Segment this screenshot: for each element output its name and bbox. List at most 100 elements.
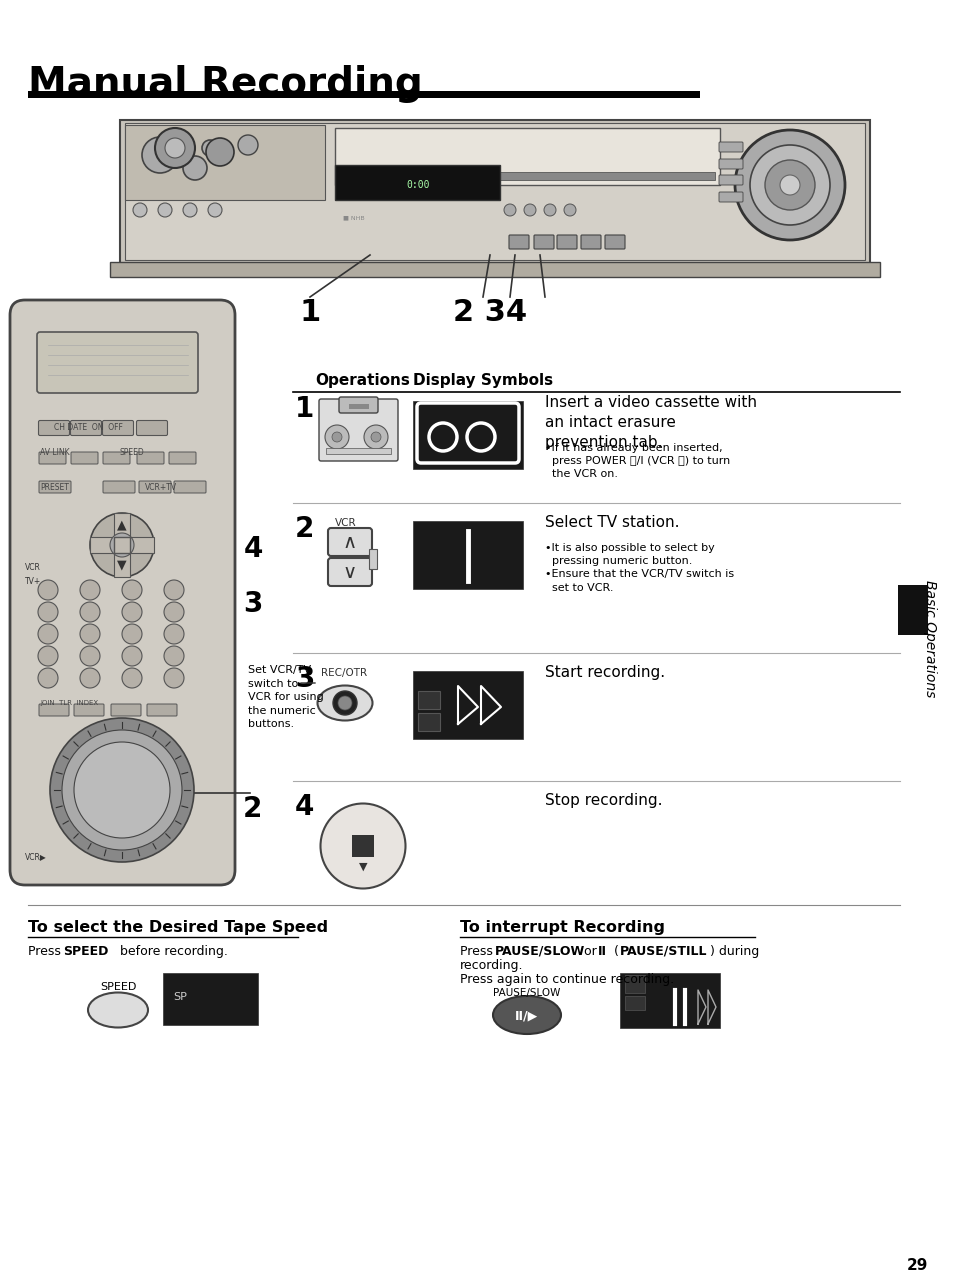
Circle shape [122,602,142,622]
Text: PAUSE/SLOW: PAUSE/SLOW [493,987,560,998]
Circle shape [38,579,58,600]
Circle shape [38,668,58,688]
Bar [335,165,499,200]
Circle shape [208,203,222,217]
Circle shape [523,203,536,216]
Circle shape [749,145,829,225]
Text: 0:00: 0:00 [406,180,429,191]
Circle shape [734,130,844,240]
Circle shape [38,624,58,645]
Circle shape [164,624,184,645]
Text: Start recording.: Start recording. [544,665,664,680]
FancyBboxPatch shape [719,142,742,152]
Bar [619,973,720,1028]
FancyBboxPatch shape [318,399,397,460]
Text: 2: 2 [242,796,261,822]
Text: REC/OTR: REC/OTR [320,668,367,678]
Text: To select the Desired Tape Speed: To select the Desired Tape Speed [28,920,328,935]
FancyBboxPatch shape [417,712,439,732]
Ellipse shape [320,803,405,889]
Text: PAUSE/STILL: PAUSE/STILL [619,945,707,958]
Text: •If it has already been inserted,
  press POWER ⏽/I (VCR ⏽) to turn
  the VCR on: •If it has already been inserted, press … [544,443,729,480]
FancyBboxPatch shape [509,235,529,249]
Circle shape [183,156,207,180]
FancyBboxPatch shape [111,703,141,716]
Ellipse shape [317,686,372,720]
Text: ▲: ▲ [117,518,127,532]
Circle shape [332,432,341,443]
Circle shape [80,579,100,600]
Bar [413,521,522,590]
FancyBboxPatch shape [71,451,98,464]
Circle shape [80,668,100,688]
Text: II: II [598,945,606,958]
Bar [369,549,376,569]
FancyBboxPatch shape [137,451,164,464]
FancyBboxPatch shape [328,528,372,556]
Text: Press again to continue recording.: Press again to continue recording. [459,973,674,986]
Circle shape [158,203,172,217]
Text: TV+: TV+ [25,578,41,587]
Bar [897,585,927,634]
Bar [339,171,714,180]
Circle shape [183,203,196,217]
Text: Basic Operations: Basic Operations [923,579,936,697]
Circle shape [164,579,184,600]
Circle shape [780,175,800,194]
Bar [28,91,700,98]
FancyBboxPatch shape [110,262,879,278]
Circle shape [164,602,184,622]
Text: CH DATE  ON  OFF: CH DATE ON OFF [54,423,123,432]
Circle shape [62,730,182,851]
Text: Press: Press [459,945,497,958]
FancyBboxPatch shape [38,421,70,436]
FancyBboxPatch shape [338,396,377,413]
Text: Operations: Operations [314,373,410,388]
Circle shape [237,136,257,155]
FancyBboxPatch shape [39,703,69,716]
Text: ▼: ▼ [358,862,367,872]
Bar [113,513,130,545]
Text: 3: 3 [243,590,263,618]
Circle shape [74,742,170,838]
Text: To interrupt Recording: To interrupt Recording [459,920,664,935]
FancyBboxPatch shape [604,235,624,249]
Text: ■ NHB: ■ NHB [343,215,364,220]
Ellipse shape [88,993,148,1027]
Circle shape [429,423,456,451]
FancyBboxPatch shape [74,703,104,716]
FancyBboxPatch shape [328,558,372,586]
FancyBboxPatch shape [39,481,71,492]
Circle shape [467,423,495,451]
FancyBboxPatch shape [139,481,171,492]
FancyBboxPatch shape [37,333,198,393]
FancyBboxPatch shape [719,192,742,202]
Circle shape [202,139,218,156]
FancyBboxPatch shape [113,537,130,553]
Bar [125,123,864,260]
Text: recording.: recording. [459,959,523,972]
Circle shape [165,138,185,159]
Circle shape [80,624,100,645]
Circle shape [543,203,556,216]
FancyBboxPatch shape [71,421,101,436]
Bar [349,404,369,409]
FancyBboxPatch shape [102,421,133,436]
Circle shape [122,579,142,600]
FancyBboxPatch shape [557,235,577,249]
Bar [125,125,325,200]
FancyBboxPatch shape [719,175,742,185]
Bar [90,537,122,553]
FancyBboxPatch shape [416,403,518,463]
Text: PAUSE/SLOW: PAUSE/SLOW [495,945,584,958]
Bar [113,545,130,577]
Text: 3: 3 [294,665,314,693]
FancyBboxPatch shape [39,451,66,464]
Circle shape [122,668,142,688]
Text: JOIN  TLR  INDEX: JOIN TLR INDEX [40,700,98,706]
FancyBboxPatch shape [624,975,644,993]
Circle shape [503,203,516,216]
Circle shape [50,718,193,862]
Circle shape [132,203,147,217]
Circle shape [80,646,100,666]
